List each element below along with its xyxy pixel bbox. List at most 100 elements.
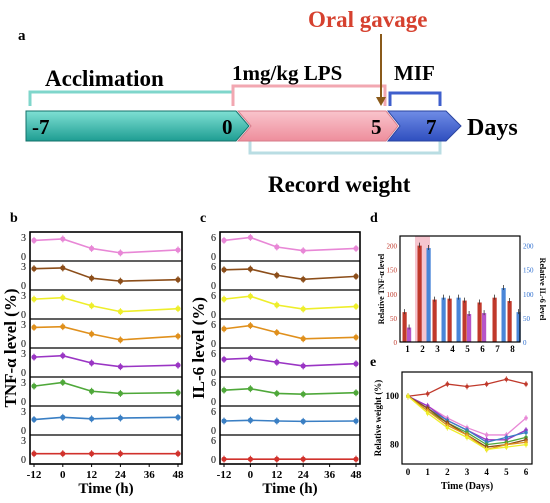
- data-point: [31, 324, 37, 330]
- bar: [462, 300, 467, 342]
- data-point: [504, 445, 509, 449]
- y-axis-label: Relative TNF-α level: [377, 253, 386, 324]
- data-point: [221, 418, 227, 424]
- series-line: [223, 324, 357, 340]
- data-point: [117, 415, 123, 421]
- y-axis-label: Relative weight (%): [373, 380, 383, 456]
- x-tick-label: 4: [484, 467, 489, 477]
- data-point: [89, 331, 95, 337]
- data-point: [89, 245, 95, 252]
- data-point: [117, 390, 123, 397]
- series-line: [223, 268, 357, 281]
- data-point: [117, 337, 123, 343]
- bar: [501, 288, 506, 342]
- y-tick-label: 0: [211, 397, 216, 408]
- y-tick-label-right: 150: [523, 267, 534, 275]
- data-point: [221, 237, 227, 243]
- y-tick-label: 80: [390, 440, 400, 450]
- data-point: [117, 278, 123, 284]
- series-line: [223, 387, 357, 396]
- record-weight-label: Record weight: [268, 172, 411, 197]
- phase-label-mif: MIF: [394, 61, 435, 85]
- data-point: [89, 303, 95, 309]
- data-point: [31, 354, 37, 360]
- y-tick-label: 3: [21, 407, 26, 418]
- data-point: [221, 456, 227, 462]
- y-tick-label: 6: [211, 378, 216, 389]
- y-tick-label: 0: [21, 281, 26, 292]
- data-point: [175, 277, 181, 283]
- bracket-acclimation: [28, 90, 235, 106]
- y-tick-label: 50: [390, 315, 398, 323]
- data-point: [117, 451, 123, 457]
- x-tick-label: 0: [60, 469, 66, 481]
- timeline-tick-zero: 0: [222, 115, 233, 139]
- series-line: [33, 381, 179, 395]
- data-point: [353, 361, 359, 367]
- data-point: [274, 390, 280, 397]
- x-tick-label: 48: [173, 469, 185, 481]
- data-point: [353, 273, 359, 279]
- phase-label-acclimation: Acclimation: [45, 66, 164, 91]
- timeline-segment-mif: [386, 110, 462, 142]
- timeline-unit: Days: [467, 115, 518, 141]
- data-point: [31, 237, 37, 243]
- data-point: [31, 296, 37, 302]
- y-tick-label: 3: [21, 436, 26, 447]
- x-tick-label: 3: [465, 467, 470, 477]
- y-tick-label: 0: [21, 397, 26, 408]
- x-tick-label: 7: [495, 344, 500, 354]
- y-tick-label-right: 50: [523, 315, 531, 323]
- y-tick-label: 0: [211, 368, 216, 379]
- data-point: [300, 336, 306, 342]
- bar: [456, 297, 461, 342]
- data-point: [247, 322, 253, 329]
- y-tick-label: 3: [21, 320, 26, 331]
- data-point: [221, 356, 227, 362]
- data-point: [221, 326, 227, 332]
- x-axis-label: Time (h): [262, 481, 317, 497]
- data-point: [484, 433, 489, 437]
- y-tick-label: 3: [21, 233, 26, 244]
- x-tick-label: 24: [298, 469, 310, 481]
- data-point: [89, 451, 95, 457]
- data-point: [274, 272, 280, 278]
- x-axis-label: Time (h): [78, 481, 133, 497]
- data-point: [353, 245, 359, 252]
- plot-frame: [401, 371, 533, 465]
- y-tick-label: 3: [21, 378, 26, 389]
- data-point: [89, 360, 95, 366]
- y-tick-label: 3: [21, 291, 26, 302]
- y-tick-label: 0: [211, 310, 216, 321]
- data-point: [465, 384, 469, 389]
- x-tick-label: 1: [405, 344, 410, 354]
- y-tick-label: 0: [394, 339, 398, 347]
- y-tick-label: 0: [211, 339, 216, 350]
- series-line: [223, 295, 357, 310]
- data-point: [274, 302, 280, 308]
- x-tick-label: 24: [115, 469, 127, 481]
- data-point: [406, 394, 410, 399]
- plot-frame: [399, 235, 521, 343]
- data-point: [425, 411, 430, 415]
- y-tick-label: 0: [211, 281, 216, 292]
- data-point: [484, 382, 489, 386]
- bar: [467, 314, 472, 342]
- data-point: [247, 456, 253, 462]
- data-point: [524, 430, 528, 435]
- series-line: [223, 419, 357, 423]
- data-point: [247, 234, 253, 241]
- x-tick-label: 2: [420, 344, 425, 354]
- timeline-panel: a Acclimation 1mg/kg LPS MIF Oral gavage…: [18, 7, 518, 197]
- data-point: [221, 267, 227, 273]
- y-tick-label: 6: [211, 436, 216, 447]
- data-point: [445, 382, 450, 386]
- data-point: [300, 276, 306, 282]
- data-point: [504, 435, 509, 440]
- x-tick-label: 1: [425, 467, 430, 477]
- data-point: [353, 418, 359, 424]
- timeline-tick-five: 5: [371, 115, 382, 139]
- panel-label-e: e: [370, 355, 376, 370]
- series-line: [33, 267, 179, 282]
